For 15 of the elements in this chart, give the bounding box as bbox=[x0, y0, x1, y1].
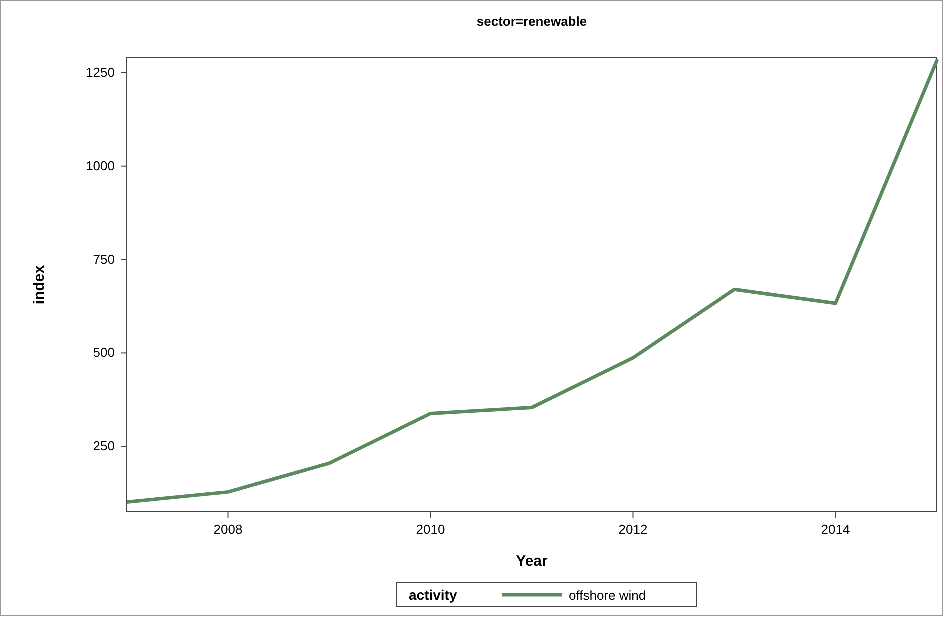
x-tick-label: 2010 bbox=[416, 522, 446, 537]
y-axis-title: index bbox=[31, 264, 48, 305]
legend-title: activity bbox=[409, 587, 458, 603]
legend-label: offshore wind bbox=[569, 588, 646, 603]
chart-title: sector=renewable bbox=[476, 14, 588, 29]
y-tick-label: 1250 bbox=[86, 64, 115, 80]
x-axis-title: Year bbox=[516, 553, 548, 570]
x-tick-label: 2014 bbox=[821, 522, 850, 537]
y-tick-label: 500 bbox=[93, 345, 115, 360]
y-tick-label: 750 bbox=[93, 252, 115, 267]
y-tick-label: 1000 bbox=[86, 158, 115, 174]
x-tick-label: 2012 bbox=[618, 522, 648, 537]
x-tick-label: 2008 bbox=[214, 522, 243, 537]
line-series bbox=[127, 59, 939, 504]
y-tick-label: 250 bbox=[93, 438, 115, 454]
